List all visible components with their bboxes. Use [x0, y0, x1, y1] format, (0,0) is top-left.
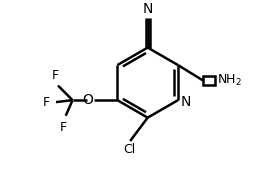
- Text: F: F: [43, 96, 50, 109]
- Bar: [203, 76, 215, 85]
- Text: F: F: [59, 121, 66, 134]
- Text: N: N: [143, 2, 153, 16]
- Text: N: N: [181, 95, 191, 109]
- Text: Cl: Cl: [123, 143, 135, 156]
- Text: F: F: [51, 69, 58, 82]
- Text: O: O: [82, 93, 93, 107]
- Text: NH$_2$: NH$_2$: [217, 73, 242, 88]
